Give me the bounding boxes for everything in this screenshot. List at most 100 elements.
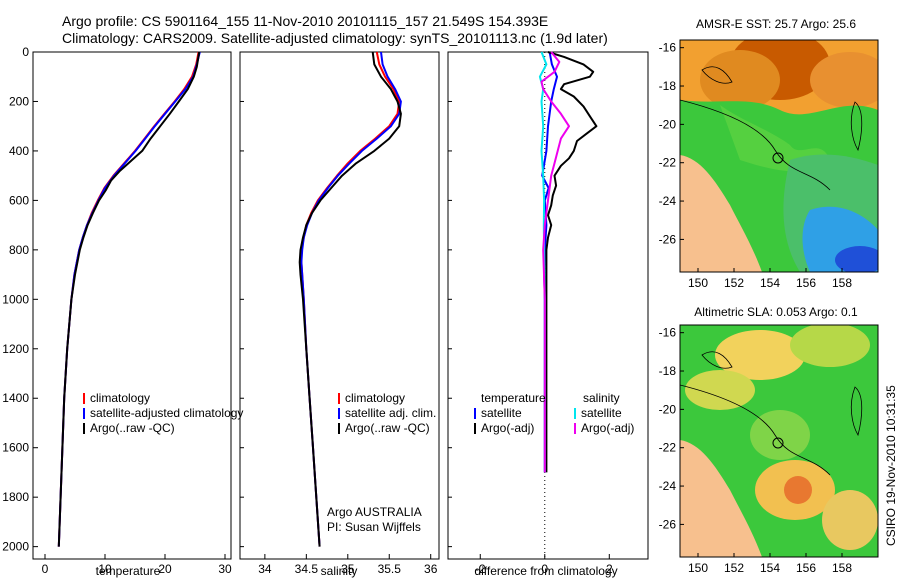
map-y-tick-label: -18 xyxy=(659,364,677,378)
y-tick-label: 600 xyxy=(9,193,29,207)
legend-label-argo: Argo(..raw -QC) xyxy=(90,421,175,435)
map-y-tick-label: -16 xyxy=(659,41,677,55)
difference-x-label: difference from climatology xyxy=(474,564,617,578)
legend-label-satellite: satellite-adjusted climatology xyxy=(90,406,243,420)
sla-yellow-se xyxy=(822,490,878,550)
sst-shelf-contour xyxy=(680,99,831,191)
y-tick-label: 2000 xyxy=(2,540,29,554)
temperature-series xyxy=(57,51,201,547)
map-x-tick-label: 152 xyxy=(724,561,744,575)
legend-label-temp-argo: Argo(-adj) xyxy=(481,421,534,435)
sst-map-frame xyxy=(679,39,879,273)
map-y-tick-label: -18 xyxy=(659,79,677,93)
map-x-tick-label: 158 xyxy=(832,561,852,575)
map-y-tick-label: -20 xyxy=(659,117,677,131)
map-y-tick-label: -24 xyxy=(659,479,677,493)
sst-map xyxy=(680,40,878,272)
temperature-x-axis: 0 10 20 30 xyxy=(42,554,232,576)
map-x-tick-label: 150 xyxy=(688,561,708,575)
series-line xyxy=(298,51,402,547)
salinity-x-axis: 34 34.5 35 35.5 36 xyxy=(240,51,438,576)
legend-header-salinity: salinity xyxy=(583,391,620,405)
sla-map-axes: 150 152 154 156 158 -16 -18 -20 -22 -24 -26 xyxy=(659,326,853,575)
legend-header-temperature: temperature xyxy=(481,391,546,405)
sla-yellow-north xyxy=(715,330,805,380)
sla-map-title: Altimetric SLA: 0.053 Argo: 0.1 xyxy=(694,305,858,319)
sst-island-contour xyxy=(701,66,733,84)
map-y-tick-label: -20 xyxy=(659,402,677,416)
temperature-panel: 0 200 400 600 800 1000 1200 1400 1600 1800 2000 0 1… xyxy=(2,45,243,578)
legend-label-temp-satellite: satellite xyxy=(481,406,522,420)
title-line-1: Argo profile: CS 5901164_155 11-Nov-2010… xyxy=(62,13,548,29)
argo-location-marker xyxy=(772,152,784,164)
sla-island-contour xyxy=(701,351,733,369)
y-tick-label: 400 xyxy=(9,144,29,158)
sla-yellow-west xyxy=(685,370,755,410)
series-line xyxy=(545,51,598,473)
sla-orange-core xyxy=(784,476,812,504)
sst-warm-west xyxy=(700,50,780,110)
x-tick-label: 0 xyxy=(541,562,548,576)
sla-map xyxy=(680,325,878,557)
y-tick-label: 1200 xyxy=(2,342,29,356)
temperature-frame xyxy=(32,51,232,560)
x-tick-label: -2 xyxy=(475,562,486,576)
temperature-x-label: temperature xyxy=(96,564,161,578)
sst-map-axes: 150 152 154 156 158 -16 -18 -20 -22 -24 -26 xyxy=(659,41,853,290)
salinity-legend: climatology satellite adj. clim. Argo(..… xyxy=(338,391,436,435)
sst-coldest-spot xyxy=(835,246,878,272)
difference-panel: -2 0 2 temperature salinity satellite Argo… xyxy=(447,51,649,578)
sla-yellow-ne xyxy=(790,325,870,367)
y-tick-label: 1000 xyxy=(2,292,29,306)
sst-warm-east xyxy=(810,52,878,108)
legend-label-sal-satellite: satellite xyxy=(581,406,622,420)
series-line xyxy=(57,51,200,547)
legend-label-argo: Argo(..raw -QC) xyxy=(345,421,430,435)
x-tick-label: 10 xyxy=(98,562,112,576)
map-y-tick-label: -26 xyxy=(659,232,677,246)
y-tick-label: 0 xyxy=(22,45,29,59)
map-x-tick-label: 156 xyxy=(796,561,816,575)
annotation-argo-australia: Argo AUSTRALIA xyxy=(327,505,422,519)
map-y-tick-label: -26 xyxy=(659,517,677,531)
map-x-tick-label: 152 xyxy=(724,276,744,290)
depth-axis: 0 200 400 600 800 1000 1200 1400 1600 1800 2000 xyxy=(2,45,38,554)
legend-label-satellite: satellite adj. clim. xyxy=(345,406,436,420)
sla-land xyxy=(680,440,762,557)
x-tick-label: 34.5 xyxy=(295,562,319,576)
annotation-pi: PI: Susan Wijffels xyxy=(327,520,421,534)
temperature-legend: climatology satellite-adjusted climatolo… xyxy=(83,391,243,435)
y-tick-label: 200 xyxy=(9,94,29,108)
series-line xyxy=(57,51,201,547)
y-tick-label: 1400 xyxy=(2,391,29,405)
map-x-tick-label: 154 xyxy=(760,561,780,575)
sst-reef-contour xyxy=(850,101,863,152)
credit-timestamp: CSIRO 19-Nov-2010 10:31:35 xyxy=(884,385,898,546)
x-tick-label: 2 xyxy=(606,562,613,576)
y-tick-label: 1600 xyxy=(2,441,29,455)
legend-label-climatology: climatology xyxy=(345,391,405,405)
series-line xyxy=(540,51,570,473)
map-y-tick-label: -22 xyxy=(659,156,677,170)
sla-map-panel: Altimetric SLA: 0.053 Argo: 0.1 150 152 15… xyxy=(659,305,879,575)
x-tick-label: 0 xyxy=(42,562,49,576)
map-y-tick-label: -22 xyxy=(659,441,677,455)
argo-location-marker xyxy=(772,437,784,449)
x-tick-label: 36 xyxy=(424,562,438,576)
difference-series xyxy=(538,51,598,473)
map-x-tick-label: 154 xyxy=(760,276,780,290)
difference-x-axis: -2 0 2 xyxy=(448,51,613,576)
x-tick-label: 35.5 xyxy=(378,562,402,576)
map-x-tick-label: 150 xyxy=(688,276,708,290)
sla-shelf-contour xyxy=(680,384,831,476)
map-y-tick-label: -24 xyxy=(659,194,677,208)
map-y-tick-label: -16 xyxy=(659,326,677,340)
salinity-series xyxy=(298,51,402,547)
legend-label-climatology: climatology xyxy=(90,391,150,405)
sst-map-panel: AMSR-E SST: 25.7 Argo: 25.6 150 152 154 156… xyxy=(659,17,879,290)
x-tick-label: 34 xyxy=(258,562,272,576)
x-tick-label: 35 xyxy=(341,562,355,576)
series-line xyxy=(300,51,402,547)
sla-map-frame xyxy=(679,324,879,558)
